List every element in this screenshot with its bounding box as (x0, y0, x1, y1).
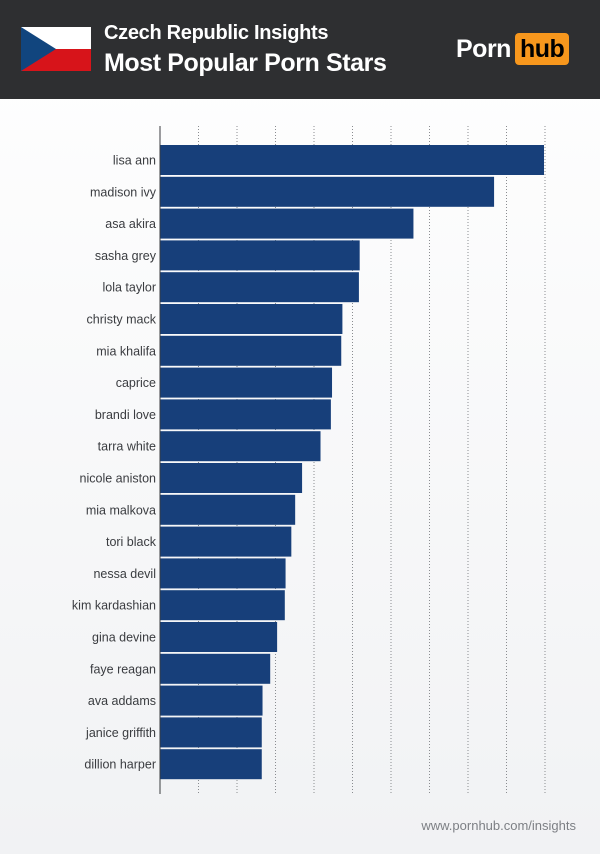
header-title: Czech Republic Insights (104, 22, 329, 44)
bar (160, 558, 286, 589)
logo-text-porn: Porn (456, 34, 511, 63)
bar (160, 304, 343, 334)
category-label: gina devine (92, 631, 156, 645)
category-label: lola taylor (103, 281, 157, 295)
category-label: nessa devil (93, 567, 156, 581)
bar (160, 367, 333, 398)
category-label: madison ivy (90, 185, 157, 199)
footer-url: www.pornhub.com/insights (421, 818, 576, 833)
bar (160, 590, 285, 621)
category-label: mia malkova (86, 503, 156, 517)
bar (160, 145, 544, 175)
category-label: dillion harper (84, 758, 156, 772)
category-label: ava addams (88, 694, 156, 708)
bar (160, 272, 359, 303)
category-label: nicole aniston (80, 472, 156, 486)
bar (160, 526, 292, 557)
bar (160, 399, 331, 430)
bar (160, 685, 263, 716)
bar (160, 208, 414, 239)
category-label: brandi love (95, 408, 156, 422)
bar (160, 240, 360, 271)
category-label: christy mack (87, 313, 157, 327)
category-label: tori black (106, 535, 157, 549)
bar (160, 653, 271, 684)
header-subtitle: Most Popular Porn Stars (104, 49, 387, 77)
czech-flag-icon (21, 27, 91, 71)
logo-text-hub: hub (514, 33, 570, 65)
bar (160, 494, 296, 525)
category-label: janice griffith (85, 726, 156, 740)
category-label: faye reagan (90, 662, 156, 676)
bar-chart: lisa ann madison ivy asa akira sasha grey lo… (72, 126, 546, 794)
bar (160, 431, 321, 462)
category-label: mia khalifa (96, 344, 156, 358)
header-banner: Czech Republic Insights Most Popular Por… (0, 0, 600, 99)
bar (160, 717, 262, 748)
bar (160, 463, 303, 493)
category-label: kim kardashian (72, 599, 156, 613)
category-label: asa akira (105, 217, 156, 231)
bar (160, 335, 342, 366)
pornhub-logo: Porn hub (456, 33, 570, 65)
bar (160, 622, 278, 652)
category-label: sasha grey (95, 249, 157, 263)
category-label: lisa ann (113, 154, 156, 168)
bar (160, 749, 262, 780)
category-label: tarra white (98, 440, 156, 454)
category-label: caprice (116, 376, 156, 390)
bar (160, 176, 495, 207)
